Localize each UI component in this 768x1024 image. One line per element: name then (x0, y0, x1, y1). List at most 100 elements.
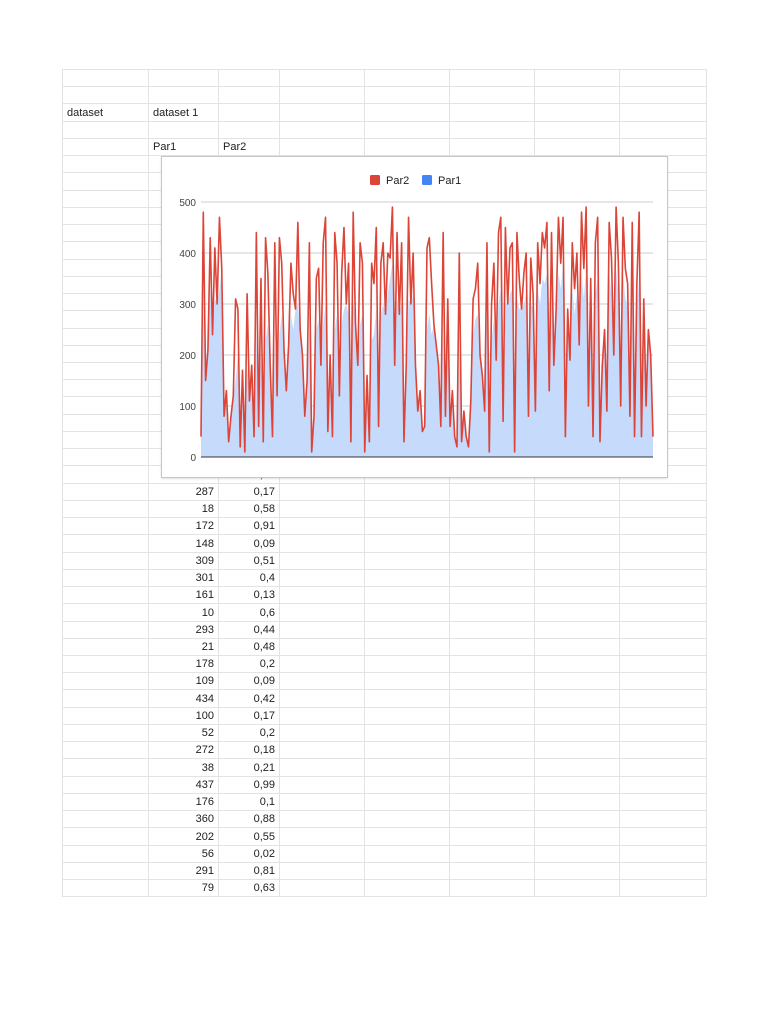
sheet-cell[interactable] (449, 103, 535, 122)
sheet-cell[interactable] (148, 68, 219, 88)
sheet-cell[interactable] (62, 792, 149, 812)
sheet-cell[interactable]: 0,42 (218, 689, 280, 708)
sheet-cell[interactable] (62, 706, 149, 725)
sheet-cell[interactable] (62, 465, 149, 484)
sheet-cell[interactable] (218, 68, 280, 88)
sheet-cell[interactable] (62, 827, 149, 846)
sheet-cell[interactable] (62, 551, 149, 570)
sheet-cell[interactable]: 172 (148, 517, 219, 536)
sheet-cell[interactable]: dataset 1 (148, 103, 219, 122)
sheet-cell[interactable]: 272 (148, 741, 219, 760)
sheet-cell[interactable] (364, 568, 450, 588)
sheet-cell[interactable] (62, 430, 149, 450)
sheet-cell[interactable] (279, 861, 365, 881)
sheet-cell[interactable] (619, 499, 707, 519)
sheet-cell[interactable]: 301 (148, 568, 219, 588)
sheet-cell[interactable] (619, 68, 707, 88)
sheet-cell[interactable] (619, 568, 707, 588)
sheet-cell[interactable] (62, 672, 149, 691)
sheet-cell[interactable]: 178 (148, 654, 219, 674)
sheet-cell[interactable] (62, 603, 149, 622)
sheet-cell[interactable] (364, 844, 450, 863)
sheet-cell[interactable] (364, 137, 450, 157)
sheet-cell[interactable] (364, 603, 450, 622)
sheet-cell[interactable]: 0,88 (218, 810, 280, 829)
sheet-cell[interactable] (364, 741, 450, 760)
sheet-cell[interactable]: 0,09 (218, 534, 280, 553)
sheet-cell[interactable] (619, 827, 707, 846)
sheet-cell[interactable] (364, 86, 450, 105)
sheet-cell[interactable] (534, 499, 620, 519)
sheet-cell[interactable] (62, 344, 149, 363)
sheet-cell[interactable] (534, 689, 620, 708)
sheet-cell[interactable] (62, 844, 149, 863)
sheet-cell[interactable] (279, 603, 365, 622)
sheet-cell[interactable] (62, 861, 149, 881)
sheet-cell[interactable] (449, 775, 535, 794)
sheet-cell[interactable] (364, 586, 450, 605)
sheet-cell[interactable]: 0,63 (218, 879, 280, 898)
sheet-cell[interactable] (449, 723, 535, 743)
sheet-cell[interactable] (534, 603, 620, 622)
sheet-cell[interactable]: 293 (148, 620, 219, 639)
sheet-cell[interactable] (148, 120, 219, 139)
sheet-cell[interactable]: 100 (148, 706, 219, 725)
sheet-cell[interactable]: 0,6 (218, 603, 280, 622)
sheet-cell[interactable] (62, 206, 149, 226)
sheet-cell[interactable] (449, 827, 535, 846)
sheet-cell[interactable] (449, 620, 535, 639)
sheet-cell[interactable] (62, 723, 149, 743)
sheet-cell[interactable] (218, 86, 280, 105)
sheet-cell[interactable] (279, 723, 365, 743)
sheet-cell[interactable] (62, 155, 149, 174)
sheet-cell[interactable]: 0,51 (218, 551, 280, 570)
sheet-cell[interactable]: 148 (148, 534, 219, 553)
sheet-cell[interactable]: 0,02 (218, 844, 280, 863)
sheet-cell[interactable] (449, 120, 535, 139)
sheet-cell[interactable] (534, 551, 620, 570)
sheet-cell[interactable] (449, 844, 535, 863)
sheet-cell[interactable] (279, 689, 365, 708)
sheet-cell[interactable] (279, 672, 365, 691)
sheet-cell[interactable] (364, 827, 450, 846)
sheet-cell[interactable] (449, 551, 535, 570)
sheet-cell[interactable] (619, 879, 707, 898)
sheet-cell[interactable]: 79 (148, 879, 219, 898)
sheet-cell[interactable] (364, 499, 450, 519)
sheet-cell[interactable]: 0,09 (218, 672, 280, 691)
sheet-cell[interactable] (279, 499, 365, 519)
sheet-cell[interactable] (619, 723, 707, 743)
sheet-cell[interactable] (364, 810, 450, 829)
sheet-cell[interactable]: 0,17 (218, 706, 280, 725)
sheet-cell[interactable] (364, 482, 450, 501)
sheet-cell[interactable]: 10 (148, 603, 219, 622)
sheet-cell[interactable]: 287 (148, 482, 219, 501)
sheet-cell[interactable] (279, 792, 365, 812)
sheet-cell[interactable]: 0,91 (218, 517, 280, 536)
sheet-cell[interactable] (619, 775, 707, 794)
sheet-cell[interactable] (279, 551, 365, 570)
sheet-cell[interactable] (534, 861, 620, 881)
sheet-cell[interactable]: 0,2 (218, 654, 280, 674)
sheet-cell[interactable] (62, 224, 149, 243)
sheet-cell[interactable] (62, 241, 149, 260)
sheet-cell[interactable]: 0,18 (218, 741, 280, 760)
sheet-cell[interactable] (364, 68, 450, 88)
sheet-cell[interactable]: 0,17 (218, 482, 280, 501)
sheet-cell[interactable] (534, 482, 620, 501)
sheet-cell[interactable] (364, 879, 450, 898)
sheet-cell[interactable] (449, 861, 535, 881)
sheet-cell[interactable]: Par1 (148, 137, 219, 157)
sheet-cell[interactable]: 0,2 (218, 723, 280, 743)
sheet-cell[interactable]: 0,55 (218, 827, 280, 846)
sheet-cell[interactable] (279, 586, 365, 605)
sheet-cell[interactable] (62, 293, 149, 312)
sheet-cell[interactable] (619, 103, 707, 122)
sheet-cell[interactable]: 21 (148, 637, 219, 656)
sheet-cell[interactable] (364, 637, 450, 656)
sheet-cell[interactable] (62, 482, 149, 501)
sheet-cell[interactable] (619, 120, 707, 139)
sheet-cell[interactable] (279, 810, 365, 829)
sheet-cell[interactable]: 291 (148, 861, 219, 881)
sheet-cell[interactable] (449, 879, 535, 898)
